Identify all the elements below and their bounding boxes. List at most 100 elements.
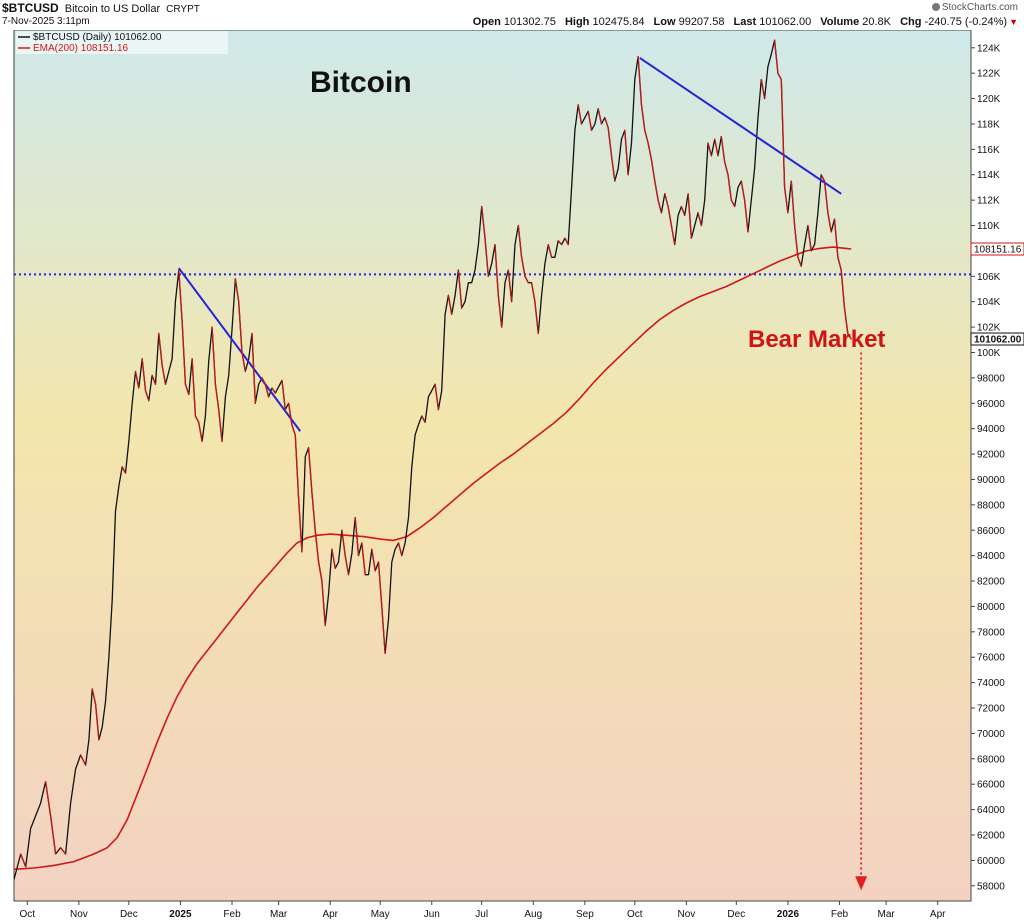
y-tick-label: 64000 (977, 805, 1005, 816)
price-down-segment (610, 155, 616, 182)
price-down-segment (607, 127, 613, 157)
ohlc-quote: Open 101302.75 High 102475.84 Low 99207.… (467, 16, 1018, 28)
price-down-segment (760, 78, 766, 100)
last-price-tag-text: 101062.00 (974, 335, 1022, 346)
price-down-segment (91, 688, 97, 705)
ema-price-tag-text: 108151.16 (974, 245, 1022, 256)
price-down-segment (59, 847, 67, 855)
legend: $BTCUSD (Daily) 101062.00 EMA(200) 10815… (16, 31, 228, 54)
price-down-segment (291, 424, 296, 436)
price-down-segment (557, 240, 563, 246)
legend-price-label: $BTCUSD (Daily) 101062.00 (33, 32, 162, 43)
price-down-segment (294, 434, 300, 500)
y-tick-label: 80000 (977, 602, 1005, 613)
y-tick-label: 94000 (977, 424, 1005, 435)
ema-200-line (14, 246, 852, 871)
y-tick-label: 102K (977, 323, 1001, 334)
price-down-segment (457, 269, 463, 309)
price-down-segment (647, 142, 653, 161)
price-down-segment (218, 408, 223, 443)
y-tick-label: 62000 (977, 830, 1005, 841)
price-down-segment (843, 307, 849, 335)
price-down-segment (520, 256, 526, 277)
x-tick-label: Nov (677, 909, 695, 920)
price-down-segment (181, 320, 187, 385)
price-down-segment (740, 180, 746, 201)
x-tick-label: Feb (831, 909, 849, 920)
plot-border (13, 30, 972, 902)
plot-background (14, 30, 971, 901)
price-down-segment (261, 377, 266, 385)
price-down-segment (680, 205, 686, 217)
price-down-segment (637, 56, 643, 106)
price-down-segment (587, 110, 593, 131)
price-down-segment (777, 72, 782, 81)
open-label: Open (472, 16, 501, 28)
price-down-segment (307, 447, 313, 493)
last-price-tag-box (970, 332, 1024, 346)
volume-label: Volume (820, 16, 860, 28)
price-down-segment (191, 358, 197, 417)
price-down-segment (194, 415, 200, 423)
y-tick-label: 106K (977, 272, 1001, 283)
price-down-segment (517, 224, 523, 258)
exchange-label: CRYPT (166, 4, 200, 15)
chart-annotation-title: Bitcoin (310, 66, 412, 99)
price-down-segment (530, 282, 536, 303)
price-chart: 124K122K120K118K116K114K112K110K108K106K… (13, 30, 1024, 920)
chart-date: 7-Nov-2025 3:11pm (2, 16, 90, 27)
last-price-tag: 101062.00 (970, 332, 1024, 346)
y-tick-label: 90000 (977, 475, 1005, 486)
price-down-segment (234, 278, 240, 303)
price-down-segment (654, 180, 659, 201)
legend-background (16, 31, 228, 54)
price-down-segment (144, 389, 150, 402)
price-down-segment (783, 186, 789, 214)
price-down-segment (271, 387, 276, 394)
price-down-segment (49, 815, 57, 855)
price-down-segment (141, 358, 147, 392)
price-down-segment (321, 580, 326, 627)
y-tick-label: 86000 (977, 526, 1005, 537)
volume-value: 20.8K (862, 16, 892, 28)
price-down-segment (447, 294, 453, 316)
price-down-segment (44, 781, 52, 817)
y-tick-label: 76000 (977, 653, 1005, 664)
y-tick-label: 104K (977, 297, 1001, 308)
price-down-segment (534, 301, 539, 335)
x-tick-label: Dec (727, 909, 745, 920)
price-down-segment (198, 421, 203, 443)
price-down-segment (121, 466, 127, 474)
price-down-segment (524, 275, 529, 284)
change-down-icon: ▼ (1009, 17, 1018, 27)
price-down-segment (94, 703, 100, 741)
price-down-segment (547, 243, 553, 258)
price-down-segment (597, 108, 603, 125)
price-down-segment (497, 294, 503, 328)
price-down-segment (211, 326, 217, 385)
y-tick-label: 66000 (977, 780, 1005, 791)
price-down-segment (178, 269, 183, 322)
price-down-segment (697, 212, 703, 227)
price-down-segment (134, 370, 140, 389)
price-down-segment (827, 212, 832, 233)
price-down-segment (687, 193, 693, 239)
price-down-segment (371, 548, 376, 572)
price-down-segment (820, 174, 826, 182)
price-down-segment (847, 332, 852, 340)
price-down-segment (151, 374, 157, 385)
price-down-segment (344, 554, 350, 576)
x-tick-label: Sep (576, 909, 594, 920)
x-tick-label: 2026 (777, 909, 800, 920)
chart-header: $BTCUSD Bitcoin to US Dollar CRYPT Stock… (2, 1, 1022, 17)
y-tick-label: 84000 (977, 551, 1005, 562)
y-tick-label: 70000 (977, 729, 1005, 740)
instrument-description: Bitcoin to US Dollar (64, 3, 161, 15)
downtrend-line-2 (639, 57, 842, 195)
price-down-segment (434, 383, 440, 411)
price-down-segment (481, 205, 486, 239)
x-tick-label: Dec (120, 909, 138, 920)
price-down-segment (241, 351, 246, 373)
y-tick-label: 92000 (977, 450, 1005, 461)
change-label: Chg (900, 16, 922, 28)
